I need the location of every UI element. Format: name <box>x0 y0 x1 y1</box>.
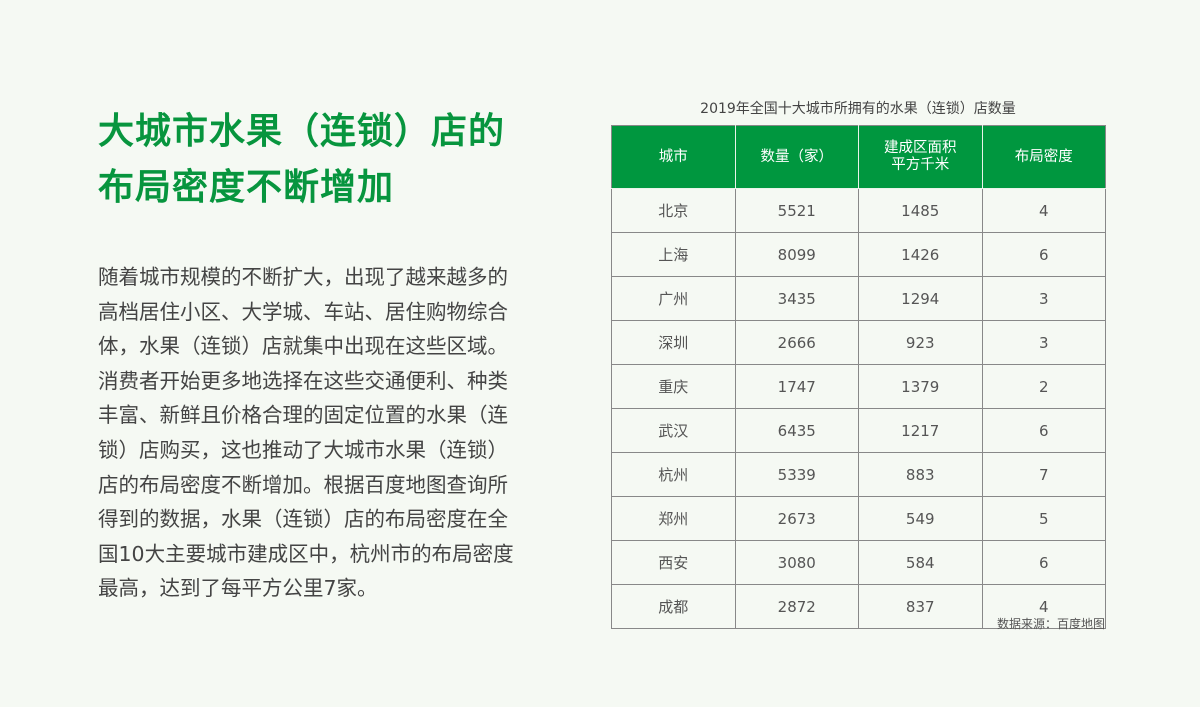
table-cell: 3 <box>981 320 1106 365</box>
table-cell: 2 <box>981 364 1106 409</box>
table-cell: 郑州 <box>611 496 736 541</box>
paragraph-line: 锁）店购买，这也推动了大城市水果（连锁） <box>98 437 508 462</box>
table-cell: 5521 <box>734 188 859 233</box>
table-cell: 1379 <box>858 364 983 409</box>
table-cell: 1217 <box>858 408 983 453</box>
table-cell: 西安 <box>611 540 736 585</box>
table-cell: 成都 <box>611 584 736 629</box>
table-cell: 4 <box>981 584 1106 629</box>
title-line: 布局密度不断增加 <box>98 167 395 208</box>
table-cell: 2666 <box>734 320 859 365</box>
table-row: 深圳 2666 923 3 <box>611 320 1106 365</box>
table-cell: 6435 <box>734 408 859 453</box>
paragraph-line: 得到的数据，水果（连锁）店的布局密度在全 <box>98 507 508 532</box>
table-cell: 3435 <box>734 276 859 321</box>
column-header: 建成区面积 平方千米 <box>858 125 983 189</box>
column-header: 城市 <box>611 125 736 189</box>
paragraph-line: 店的布局密度不断增加。根据百度地图查询所 <box>98 472 508 497</box>
table-cell: 5 <box>981 496 1106 541</box>
table-row: 武汉 6435 1217 6 <box>611 408 1106 453</box>
source-note: 数据来源：百度地图 <box>996 617 1105 631</box>
table-cell: 1426 <box>858 232 983 277</box>
table-row: 广州 3435 1294 3 <box>611 276 1106 321</box>
table-cell: 7 <box>981 452 1106 497</box>
table-cell: 上海 <box>611 232 736 277</box>
table-cell: 6 <box>981 540 1106 585</box>
column-header: 布局密度 <box>981 125 1106 189</box>
table-cell: 4 <box>981 188 1106 233</box>
table-cell: 6 <box>981 232 1106 277</box>
table-cell: 北京 <box>611 188 736 233</box>
table-cell: 923 <box>858 320 983 365</box>
table-cell: 1485 <box>858 188 983 233</box>
table-cell: 1747 <box>734 364 859 409</box>
table-cell: 837 <box>858 584 983 629</box>
table-cell: 1294 <box>858 276 983 321</box>
table-row: 北京 5521 1485 4 <box>611 188 1106 233</box>
table-cell: 2673 <box>734 496 859 541</box>
table-cell: 883 <box>858 452 983 497</box>
paragraph-line: 最高，达到了每平方公里7家。 <box>98 576 378 601</box>
column-header: 数量（家） <box>734 125 859 189</box>
table-cell: 5339 <box>734 452 859 497</box>
table-row: 上海 8099 1426 6 <box>611 232 1106 277</box>
paragraph-line: 消费者开始更多地选择在这些交通便利、种类 <box>98 368 508 393</box>
body-paragraph: 随着城市规模的不断扩大，出现了越来越多的 高档居住小区、大学城、车站、居住购物综合… <box>98 260 514 606</box>
paragraph-line: 高档居住小区、大学城、车站、居住购物综合 <box>98 299 508 324</box>
table-row: 杭州 5339 883 7 <box>611 452 1106 497</box>
table-cell: 杭州 <box>611 452 736 497</box>
table-cell: 3 <box>981 276 1106 321</box>
table-caption: 2019年全国十大城市所拥有的水果（连锁）店数量 <box>700 101 1016 117</box>
table-cell: 6 <box>981 408 1106 453</box>
table-cell: 8099 <box>734 232 859 277</box>
table-cell: 重庆 <box>611 364 736 409</box>
title-line: 大城市水果（连锁）店的 <box>98 111 506 152</box>
fruit-store-table: 城市 数量（家） 建成区面积 平方千米 布局密度 北京 5521 1485 4 上海 8099 1… <box>611 125 1106 629</box>
table-cell: 549 <box>858 496 983 541</box>
paragraph-line: 丰富、新鲜且价格合理的固定位置的水果（连 <box>98 403 508 428</box>
page-title: 大城市水果（连锁）店的 布局密度不断增加 <box>98 104 505 216</box>
table-cell: 3080 <box>734 540 859 585</box>
table-cell: 广州 <box>611 276 736 321</box>
table-row: 郑州 2673 549 5 <box>611 496 1106 541</box>
paragraph-line: 国10大主要城市建成区中，杭州市的布局密度 <box>98 541 514 566</box>
table-cell: 武汉 <box>611 408 736 453</box>
paragraph-line: 体，水果（连锁）店就集中出现在这些区域。 <box>98 334 508 359</box>
table-row: 成都 2872 837 4 <box>611 584 1106 629</box>
table-cell: 深圳 <box>611 320 736 365</box>
paragraph-line: 随着城市规模的不断扩大，出现了越来越多的 <box>98 265 508 289</box>
table-row: 西安 3080 584 6 <box>611 540 1106 585</box>
table-header-row: 城市 数量（家） 建成区面积 平方千米 布局密度 <box>611 125 1106 189</box>
table-cell: 584 <box>858 540 983 585</box>
table-cell: 2872 <box>734 584 859 629</box>
table-row: 重庆 1747 1379 2 <box>611 364 1106 409</box>
